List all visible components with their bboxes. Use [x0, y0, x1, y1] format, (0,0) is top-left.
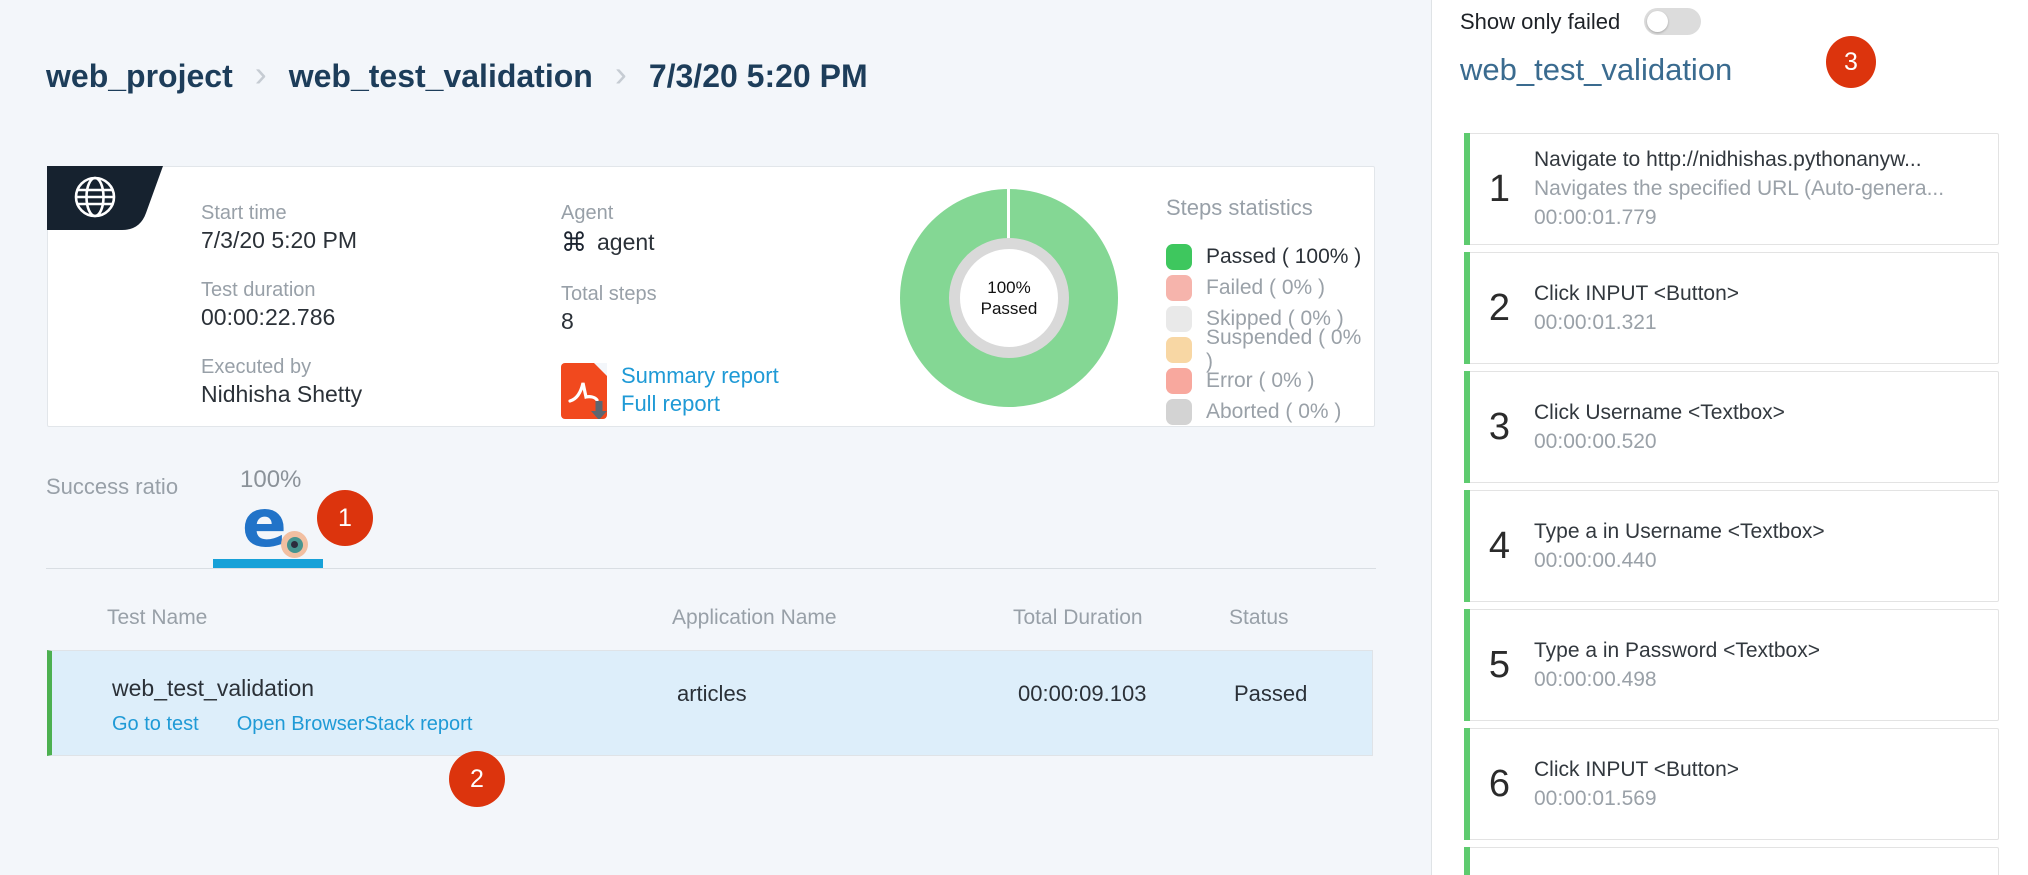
- step-duration: 00:00:01.779: [1534, 206, 1657, 229]
- step-item-2[interactable]: 2 Click INPUT <Button> 00:00:01.321: [1464, 252, 1999, 364]
- aborted-swatch: [1166, 398, 1192, 425]
- show-only-failed-label: Show only failed: [1460, 8, 1621, 34]
- steps-statistics-legend: Steps statistics Passed ( 100% ) Failed …: [1166, 195, 1374, 427]
- command-icon: ⌘: [561, 227, 587, 257]
- step-number: 5: [1488, 643, 1511, 686]
- step-duration: 00:00:01.569: [1534, 786, 1657, 810]
- step-number: 1: [1488, 167, 1511, 210]
- step-item-1[interactable]: 1 Navigate to http://nidhishas.pythonany…: [1464, 133, 1999, 245]
- legend-item-suspended: Suspended ( 0% ): [1166, 326, 1374, 373]
- steps-side-panel: Show only failed web_test_validation 3 1…: [1431, 0, 2028, 875]
- step-description: Navigates the specified URL (Auto-genera…: [1534, 177, 1945, 200]
- tab-strip-divider: [46, 568, 1376, 569]
- go-to-test-link[interactable]: Go to test: [112, 713, 199, 735]
- step-passed-indicator: [1464, 728, 1470, 840]
- show-only-failed-toggle[interactable]: [1644, 8, 1702, 35]
- step-title: Navigate to http://nidhishas.pythonanyw.…: [1534, 148, 1922, 171]
- annotation-badge-1: 1: [317, 490, 373, 546]
- field-start-time: Start time 7/3/20 5:20 PM: [201, 202, 357, 253]
- legend-title: Steps statistics: [1166, 195, 1313, 220]
- success-ratio-label: Success ratio: [46, 474, 179, 499]
- field-agent: Agent ⌘ agent: [561, 201, 816, 260]
- col-header-test-name: Test Name: [107, 606, 208, 629]
- download-arrow-icon: [591, 400, 607, 420]
- step-item-3[interactable]: 3 Click Username <Textbox> 00:00:00.520: [1464, 371, 1999, 483]
- field-executed-by: Executed by Nidhisha Shetty: [201, 355, 363, 407]
- step-number: 3: [1488, 405, 1511, 448]
- step-title: Click INPUT <Button>: [1534, 281, 1740, 305]
- monitor-eye-icon: [281, 531, 308, 558]
- chevron-right-icon: ›: [614, 53, 627, 94]
- breadcrumb-test[interactable]: web_test_validation: [288, 57, 593, 94]
- breadcrumb: web_project › web_test_validation › 7/3/…: [46, 53, 868, 97]
- row-test-name: web_test_validation: [112, 675, 315, 701]
- step-number: 4: [1488, 524, 1511, 567]
- globe-icon: [74, 176, 116, 218]
- passed-swatch: [1166, 243, 1192, 270]
- col-header-status: Status: [1229, 606, 1289, 629]
- field-total-steps: Total steps 8: [561, 282, 657, 334]
- step-item-6[interactable]: 6 Click INPUT <Button> 00:00:01.569: [1464, 728, 1999, 840]
- legend-item-skipped: Skipped ( 0% ): [1166, 303, 1374, 334]
- table-row[interactable]: web_test_validation Go to test Open Brow…: [47, 650, 1373, 756]
- row-status: Passed: [1234, 681, 1308, 706]
- step-passed-indicator: [1464, 609, 1470, 721]
- report-links: Summary report Full report: [561, 362, 816, 420]
- row-application-name: articles: [677, 681, 747, 706]
- annotation-badge-2: 2: [449, 751, 505, 807]
- step-item-7[interactable]: [1464, 847, 1999, 875]
- chevron-right-icon: ›: [254, 53, 267, 94]
- annotation-badge-3: 3: [1826, 36, 1876, 88]
- full-report-link[interactable]: Full report: [621, 390, 721, 416]
- edge-browser-tab[interactable]: e: [242, 485, 308, 562]
- breadcrumb-run-date: 7/3/20 5:20 PM: [648, 57, 868, 94]
- step-duration: 00:00:00.440: [1534, 548, 1657, 572]
- donut-center-label: 100% Passed: [949, 238, 1069, 358]
- col-header-total-duration: Total Duration: [1013, 606, 1143, 629]
- step-duration: 00:00:00.520: [1534, 429, 1657, 453]
- toggle-knob: [1647, 11, 1669, 32]
- step-title: Type a in Password <Textbox>: [1534, 638, 1820, 662]
- step-number: 2: [1488, 286, 1511, 329]
- web-platform-corner-badge: [47, 166, 163, 230]
- active-tab-underline: [213, 559, 323, 569]
- col-header-application-name: Application Name: [672, 606, 837, 629]
- step-duration: 00:00:01.321: [1534, 310, 1657, 334]
- field-test-duration: Test duration 00:00:22.786: [201, 278, 336, 330]
- legend-item-error: Error ( 0% ): [1166, 365, 1374, 396]
- row-total-duration: 00:00:09.103: [1018, 681, 1147, 706]
- panel-test-title: web_test_validation: [1460, 52, 1733, 87]
- step-passed-indicator: [1464, 371, 1470, 483]
- step-duration: 00:00:00.498: [1534, 667, 1657, 691]
- step-passed-indicator: [1464, 252, 1470, 364]
- skipped-swatch: [1166, 305, 1192, 332]
- success-ratio-value: 100%: [240, 466, 302, 493]
- step-title: Click INPUT <Button>: [1534, 757, 1740, 781]
- edge-browser-icon: e: [242, 485, 287, 562]
- legend-item-passed: Passed ( 100% ): [1166, 241, 1374, 272]
- step-title: Type a in Username <Textbox>: [1534, 519, 1825, 543]
- step-number: 6: [1488, 762, 1511, 805]
- error-swatch: [1166, 367, 1192, 394]
- step-item-4[interactable]: 4 Type a in Username <Textbox> 00:00:00.…: [1464, 490, 1999, 602]
- step-passed-indicator: [1464, 847, 1470, 875]
- pdf-icon: [561, 362, 607, 420]
- suspended-swatch: [1166, 336, 1192, 363]
- step-item-5[interactable]: 5 Type a in Password <Textbox> 00:00:00.…: [1464, 609, 1999, 721]
- legend-item-failed: Failed ( 0% ): [1166, 272, 1374, 303]
- summary-card: Start time 7/3/20 5:20 PM Test duration …: [47, 166, 1375, 427]
- summary-report-link[interactable]: Summary report: [621, 362, 779, 388]
- failed-swatch: [1166, 274, 1192, 301]
- steps-list: 1 Navigate to http://nidhishas.pythonany…: [1464, 133, 1999, 875]
- report-main: web_project › web_test_validation › 7/3/…: [46, 53, 1376, 807]
- steps-donut-chart: 100% Passed: [900, 189, 1118, 407]
- legend-item-aborted: Aborted ( 0% ): [1166, 396, 1374, 427]
- step-passed-indicator: [1464, 133, 1470, 245]
- summary-fields: Start time 7/3/20 5:20 PM Test duration …: [201, 201, 816, 420]
- step-passed-indicator: [1464, 490, 1470, 602]
- open-browserstack-report-link[interactable]: Open BrowserStack report: [236, 713, 473, 735]
- breadcrumb-project[interactable]: web_project: [46, 57, 233, 94]
- step-title: Click Username <Textbox>: [1534, 400, 1785, 424]
